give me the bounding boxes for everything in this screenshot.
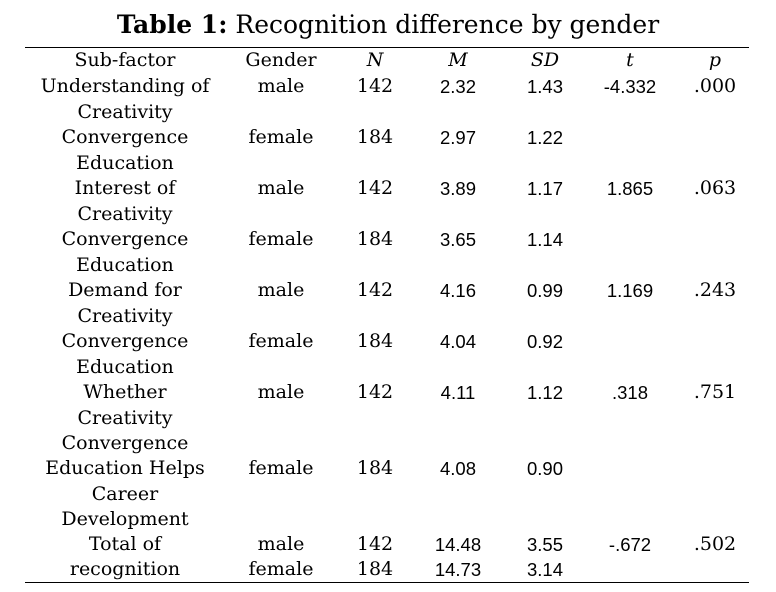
cell-n: 142 [356,381,394,403]
cell-sd: 1.14 [526,229,563,250]
cell-t: -.672 [608,534,652,555]
table-bottom-rule [25,582,749,583]
cell-n: 184 [356,126,394,148]
cell-m: 2.97 [439,127,476,148]
cell-subfactor: Education Helps Career Development [25,456,225,533]
subfactor-line: Convergence [61,228,189,250]
subfactor-line: Creativity [77,202,173,225]
table-caption: Table 1: Recognition difference by gende… [0,8,776,42]
cell-n: 184 [356,228,394,250]
cell-m: 3.89 [439,178,476,199]
cell-sd: 1.22 [526,127,563,148]
cell-subfactor: Convergence Education [25,125,225,176]
subfactor-line: Creativity [77,304,173,327]
cell-gender: male [257,75,305,97]
cell-gender: male [257,533,305,555]
cell-subfactor: Demand for Creativity [25,278,225,329]
header-t: t [626,49,634,71]
cell-n: 142 [356,75,394,97]
header-sd: SD [530,49,560,71]
cell-t: 1.865 [606,178,654,199]
cell-subfactor: Whether Creativity Convergence [25,380,225,457]
cell-t: 1.169 [606,280,654,301]
cell-p: .751 [693,381,737,403]
cell-gender: female [248,126,314,148]
subfactor-line: Career [91,482,159,505]
header-p: p [708,49,722,71]
cell-sd: 1.17 [526,178,563,199]
header-gender: Gender [245,49,317,71]
subfactor-line: Creativity [77,100,173,123]
cell-subfactor: Convergence Education [25,329,225,380]
cell-p: .243 [693,279,737,301]
subfactor-line: Interest of [74,177,176,199]
cell-sd: 0.99 [526,280,563,301]
cell-t: .318 [611,382,648,403]
cell-gender: female [248,228,314,250]
cell-sd: 3.55 [526,534,563,555]
subfactor-line: Education Helps [45,457,205,479]
cell-n: 142 [356,279,394,301]
cell-sd: 1.43 [526,76,563,97]
cell-p: .063 [693,177,737,199]
header-subfactor: Sub-factor [74,49,176,71]
header-m: M [448,49,468,71]
cell-subfactor: Total of [25,532,225,558]
cell-sd: 0.90 [526,458,563,479]
cell-gender: female [248,457,314,479]
subfactor-line: Whether [83,381,167,403]
cell-m: 14.48 [434,534,482,555]
cell-gender: male [257,381,305,403]
subfactor-line: Convergence [61,330,189,352]
cell-subfactor: Understanding of Creativity [25,74,225,125]
subfactor-line: Education [76,253,174,276]
caption-title: Recognition difference by gender [235,10,660,39]
cell-subfactor: Interest of Creativity [25,176,225,227]
cell-gender: male [257,177,305,199]
cell-m: 2.32 [439,76,476,97]
cell-n: 184 [356,457,394,479]
subfactor-line: recognition [69,558,181,580]
subfactor-line: Development [61,508,189,530]
cell-sd: 0.92 [526,331,563,352]
cell-gender: female [248,330,314,352]
cell-subfactor: recognition [25,557,225,583]
cell-sd: 1.12 [526,382,563,403]
subfactor-line: Education [76,151,174,174]
cell-n: 184 [356,558,394,580]
subfactor-line: Convergence [61,432,189,454]
subfactor-line: Total of [88,533,162,555]
cell-n: 142 [356,177,394,199]
cell-gender: male [257,279,305,301]
cell-m: 14.73 [434,559,482,580]
subfactor-line: Creativity [77,406,173,429]
cell-p: .000 [693,75,737,97]
cell-n: 142 [356,533,394,555]
subfactor-line: Demand for [68,279,182,301]
cell-m: 4.11 [440,382,476,403]
cell-n: 184 [356,330,394,352]
caption-label: Table 1: [116,10,228,39]
header-n: N [366,49,384,71]
cell-m: 4.04 [439,331,476,352]
subfactor-line: Education [76,355,174,378]
table-top-rule [25,47,749,48]
cell-p: .502 [693,533,737,555]
cell-gender: female [248,558,314,580]
subfactor-line: Convergence [61,126,189,148]
cell-m: 4.16 [439,280,476,301]
cell-sd: 3.14 [526,559,563,580]
subfactor-line: Understanding of [40,75,210,97]
cell-m: 4.08 [439,458,476,479]
cell-subfactor: Convergence Education [25,227,225,278]
cell-t: -4.332 [603,76,657,97]
cell-m: 3.65 [439,229,476,250]
